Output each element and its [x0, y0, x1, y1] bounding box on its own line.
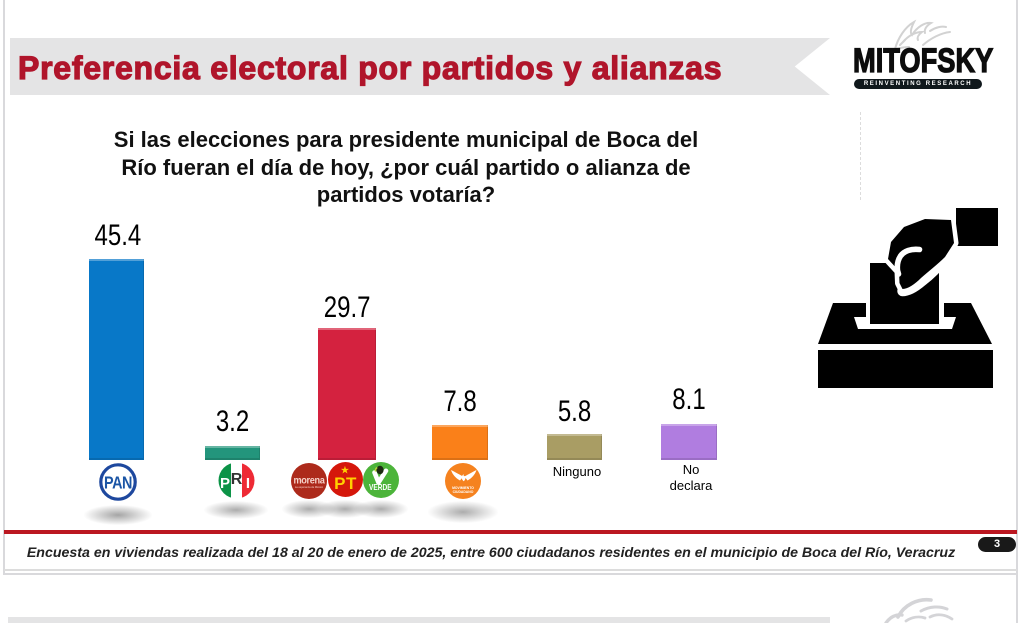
svg-text:VERDE: VERDE	[369, 482, 392, 492]
svg-text:MOVIMIENTO: MOVIMIENTO	[452, 486, 474, 490]
svg-text:PAN: PAN	[104, 473, 132, 493]
svg-text:R: R	[231, 471, 243, 488]
svg-text:★: ★	[340, 465, 350, 477]
svg-text:I: I	[246, 475, 250, 492]
svg-text:CIUDADANO: CIUDADANO	[453, 490, 474, 494]
svg-text:morena: morena	[294, 475, 326, 486]
svg-text:La esperanza de México: La esperanza de México	[295, 485, 324, 489]
svg-text:P: P	[220, 475, 230, 492]
svg-text:PT: PT	[334, 474, 357, 493]
